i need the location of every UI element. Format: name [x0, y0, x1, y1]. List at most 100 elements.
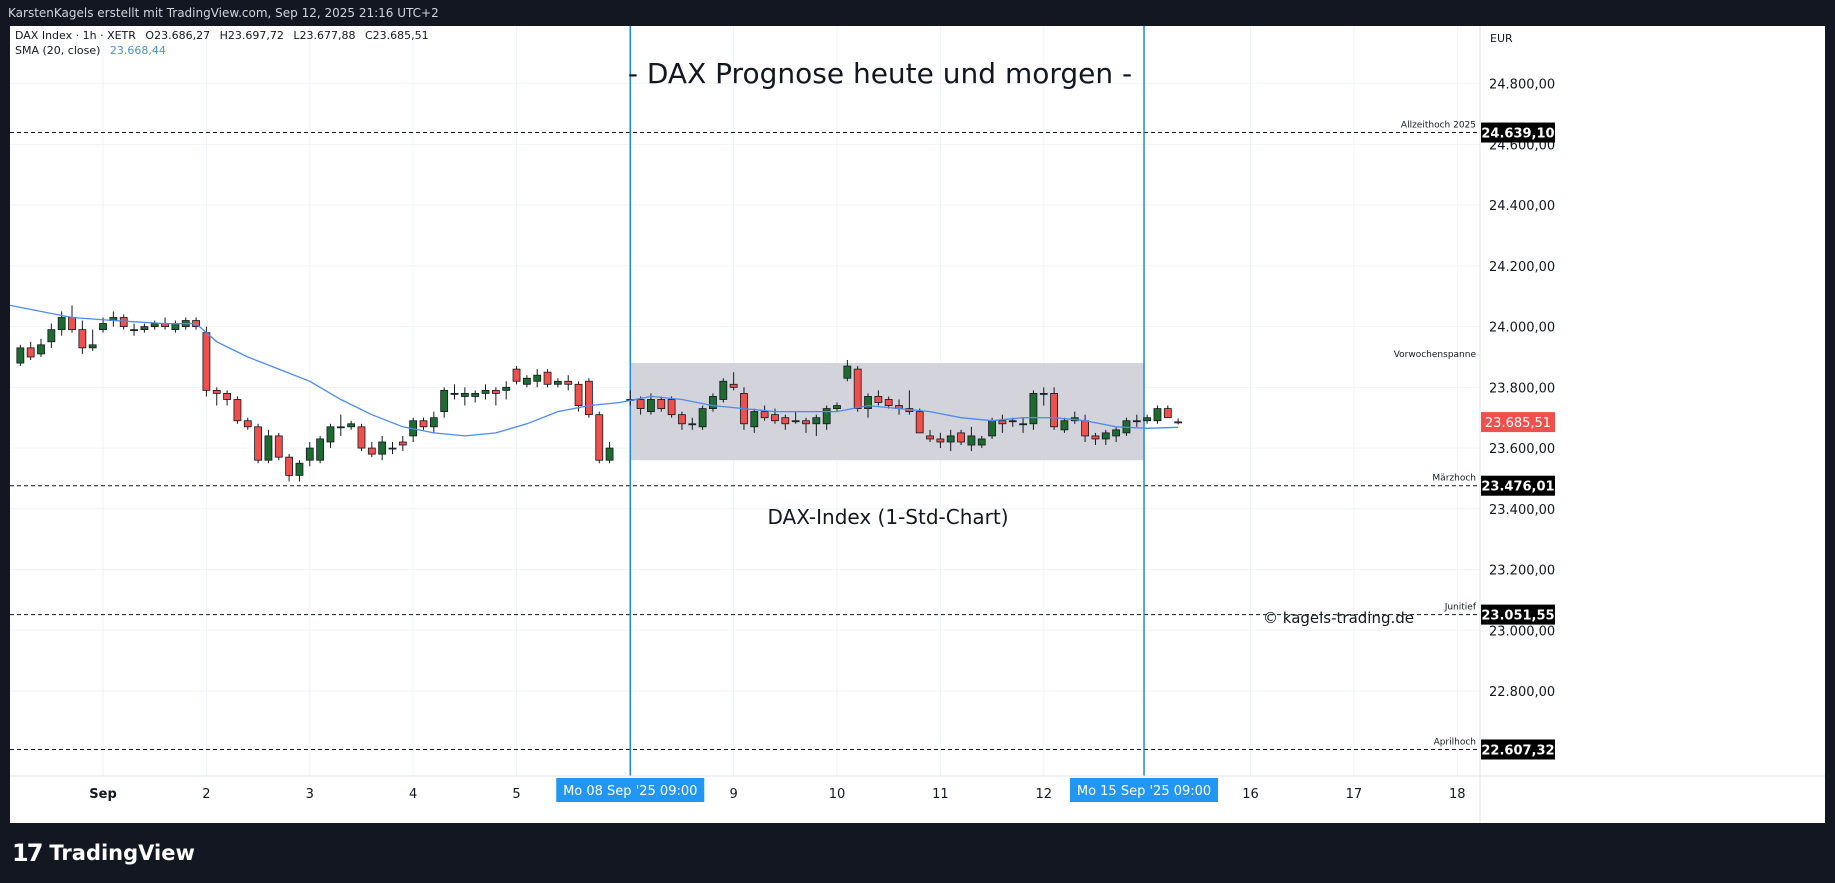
candle-body [750, 411, 759, 428]
candle-body [698, 408, 707, 428]
candle-body [512, 368, 521, 382]
candle-body [295, 462, 304, 476]
level-name: Allzeithoch 2025 [1401, 121, 1476, 131]
candle-body [595, 414, 604, 461]
legend-symbol: DAX Index · 1h · XETR [15, 29, 136, 42]
candle-body [781, 417, 790, 425]
candle-body [657, 399, 666, 409]
x-tick-label: 2 [202, 787, 210, 802]
chart-svg[interactable]: Vorwochenspanne Allzeithoch 2025 Märzhoch… [9, 26, 1825, 823]
candle-body [791, 420, 800, 423]
candle-body [1039, 393, 1048, 395]
candle-body [440, 389, 449, 413]
candle-body [305, 447, 314, 461]
x-tick-label: 4 [409, 787, 417, 802]
candle-body [47, 329, 56, 343]
candle-body [1132, 420, 1141, 423]
candle-body [946, 435, 955, 443]
y-tick-label: 22.800,00 [1489, 685, 1555, 700]
y-tick-label: 24.200,00 [1489, 260, 1555, 275]
candle-body [771, 414, 779, 422]
candle-body [212, 389, 221, 394]
candle-body [967, 435, 976, 446]
candle-body [274, 435, 283, 458]
candle-body [1163, 408, 1172, 419]
time-scale[interactable]: Sep 2 3 4 5 9 10 11 12 16 17 18 Mo 08 Sep '25 09:00 M… [89, 778, 1466, 802]
candle-body [1029, 393, 1038, 425]
candle-body [533, 374, 542, 382]
candle-body [254, 426, 263, 461]
candles-layer [16, 305, 1183, 482]
level-price-label: 24.639,10 [1481, 127, 1554, 142]
x-tick-label: 10 [829, 787, 846, 802]
level-price-badge [1481, 739, 1555, 760]
legend-sma-value: 23.668,44 [110, 44, 166, 57]
level-name: Junitief [1444, 603, 1477, 613]
x-tick-label: 5 [512, 787, 520, 802]
candle-body [936, 438, 945, 443]
candle-body [884, 399, 893, 406]
candle-body [709, 396, 717, 409]
tradingview-brand: TradingView [49, 841, 195, 865]
legend-sma: SMA (20, close) 23.668,44 [15, 44, 166, 57]
y-tick-label: 23.000,00 [1489, 624, 1555, 639]
currency-label: EUR [1490, 32, 1513, 45]
candle-body [647, 399, 655, 413]
candle-body [1008, 420, 1017, 423]
level-price-label: 23.476,01 [1481, 480, 1554, 495]
candle-body [802, 420, 810, 425]
candle-body [864, 396, 872, 409]
candle-body [37, 344, 45, 355]
range-box [630, 363, 1145, 461]
candle-body [760, 411, 769, 419]
legend-high: H23.697,72 [220, 29, 284, 42]
candle-body [336, 426, 345, 429]
y-tick-label: 24.000,00 [1489, 321, 1555, 336]
y-tick-label: 24.800,00 [1489, 78, 1555, 93]
candle-body [667, 399, 676, 416]
y-tick-label: 23.800,00 [1489, 381, 1555, 396]
candle-body [491, 389, 500, 394]
candle-body [471, 393, 480, 397]
candle-body [119, 317, 128, 328]
candle-body [988, 420, 996, 437]
x-tick-label: 16 [1242, 787, 1259, 802]
candle-body [843, 365, 852, 379]
level-name: Märzhoch [1432, 474, 1476, 484]
candle-body [812, 417, 821, 425]
vertical-marker-badge [1070, 778, 1219, 802]
candle-body [926, 435, 934, 440]
candle-body [316, 438, 325, 461]
candle-body [1050, 393, 1058, 428]
legend-open: O23.686,27 [145, 29, 210, 42]
level-price-badge [1481, 475, 1555, 496]
candle-body [585, 380, 593, 416]
copyright-text: © kagels-trading.de [1263, 609, 1414, 627]
candle-body [367, 447, 376, 455]
x-tick-label: Sep [89, 787, 117, 802]
candle-body [977, 438, 986, 446]
sma-layer [9, 304, 1179, 437]
candle-body [1060, 420, 1069, 431]
level-price-badge [1481, 604, 1555, 625]
candle-body [202, 332, 211, 391]
attribution-text: KarstenKagels erstellt mit TradingView.c… [8, 6, 439, 20]
candle-body [171, 323, 180, 331]
level-price-label: 23.051,55 [1481, 609, 1554, 624]
chart-title: - DAX Prognose heute und morgen - [628, 57, 1132, 90]
candle-body [57, 317, 66, 331]
candle-body [243, 420, 252, 428]
candle-body [378, 441, 387, 455]
price-scale[interactable]: 24.800,0024.600,0024.400,0024.200,0024.0… [1481, 78, 1555, 760]
candle-body [502, 386, 511, 391]
candle-body [450, 393, 459, 395]
vertical-marker-label: Mo 15 Sep '25 09:00 [1077, 784, 1211, 799]
candle-body [16, 347, 25, 364]
candle-body [419, 420, 428, 428]
candle-body [429, 417, 438, 428]
candle-body [1174, 421, 1183, 424]
candle-body [1143, 417, 1152, 422]
candle-body [26, 347, 35, 358]
chart-area[interactable]: Vorwochenspanne Allzeithoch 2025 Märzhoch… [9, 26, 1825, 823]
candle-body [88, 344, 97, 349]
